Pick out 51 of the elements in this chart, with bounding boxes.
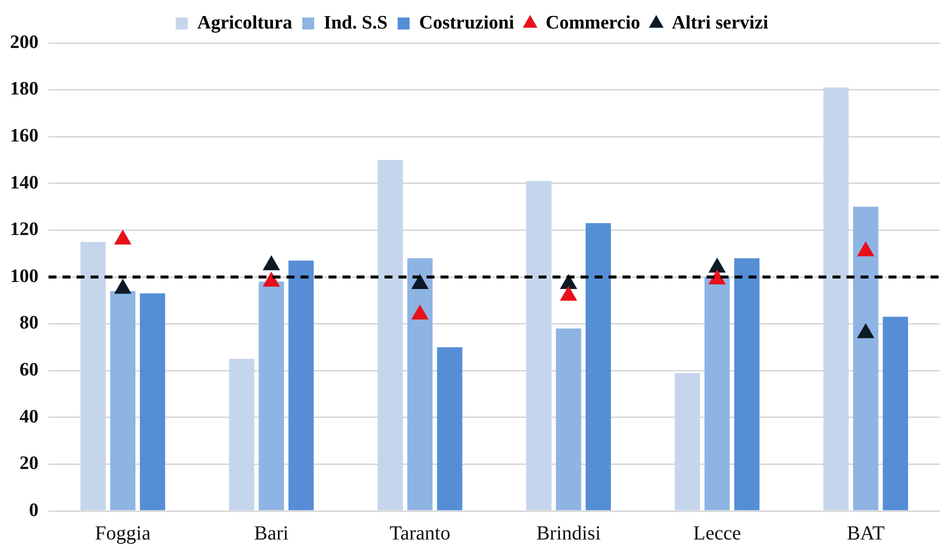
y-tick-label: 60: [20, 360, 38, 381]
bar: [704, 277, 730, 510]
point: [114, 230, 132, 245]
y-tick-label: 180: [10, 78, 38, 100]
y-tick-label: 40: [20, 406, 38, 428]
y-tick-label: 100: [10, 266, 38, 287]
point: [560, 286, 577, 301]
bar: [288, 260, 314, 510]
point: [412, 304, 428, 320]
legend-label: Costruzioni: [419, 12, 514, 34]
x-tick-label: Taranto: [390, 522, 450, 544]
point: [708, 258, 726, 273]
point: [857, 324, 874, 338]
x-tick-label: Foggia: [95, 522, 151, 544]
bar: [407, 258, 433, 510]
bar: [378, 160, 403, 510]
y-tick-label: 20: [20, 453, 38, 474]
x-tick-label: Lecce: [693, 522, 742, 544]
x-tick-label: Brindisi: [536, 522, 602, 544]
point: [708, 270, 726, 284]
legend-label: Commercio: [546, 12, 640, 34]
bar: [80, 242, 106, 510]
point: [263, 256, 280, 270]
bar: [229, 358, 254, 510]
y-tick-label: 120: [10, 219, 38, 240]
bar: [140, 293, 166, 510]
bar: [556, 328, 582, 510]
bar: [734, 258, 760, 510]
y-tick-label: 140: [10, 172, 38, 194]
y-tick-label: 0: [29, 500, 38, 521]
point: [263, 272, 280, 287]
bar: [586, 223, 611, 510]
y-tick-label: 200: [10, 32, 38, 53]
point: [412, 274, 428, 290]
y-tick-label: 80: [20, 312, 38, 334]
bar: [110, 291, 136, 510]
legend-label: Agricoltura: [197, 12, 293, 34]
bar: [258, 282, 284, 510]
bar: [674, 372, 700, 510]
bar: [823, 87, 849, 510]
point: [114, 279, 132, 294]
bar: [882, 316, 908, 510]
point: [857, 242, 874, 256]
bar: [526, 181, 552, 510]
y-tick-label: 160: [10, 126, 38, 147]
x-tick-label: Bari: [254, 522, 290, 544]
x-tick-label: BAT: [846, 522, 885, 544]
legend-label: Ind. S.S: [324, 12, 388, 34]
bar: [437, 347, 462, 510]
legend-label: Altri servizi: [672, 12, 768, 34]
bar: [853, 206, 878, 510]
